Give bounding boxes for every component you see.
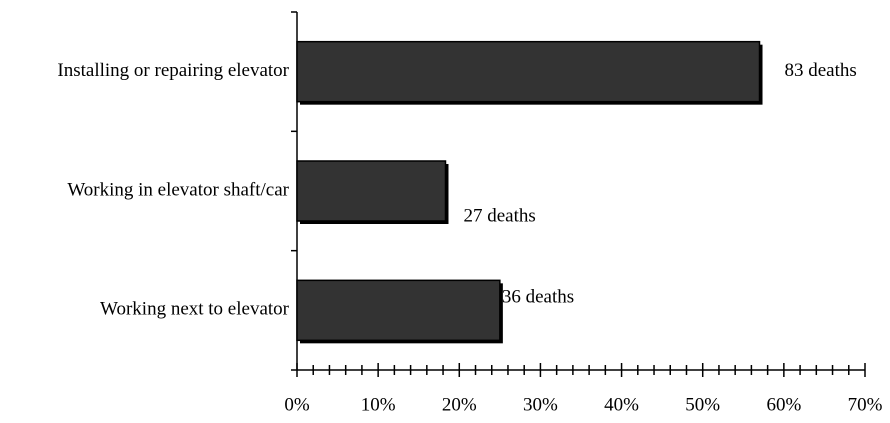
y-tick-label: Working next to elevator bbox=[100, 299, 290, 320]
x-tick-label: 10% bbox=[361, 394, 396, 415]
annotation: 83 deaths bbox=[785, 60, 857, 81]
x-tick-label: 40% bbox=[604, 394, 639, 415]
bar bbox=[296, 279, 501, 342]
bar bbox=[296, 160, 447, 222]
annotation: 36 deaths bbox=[502, 287, 574, 308]
x-tick-label: 60% bbox=[766, 394, 801, 415]
x-tick-label: 20% bbox=[442, 394, 477, 415]
x-tick-label: 0% bbox=[284, 394, 310, 415]
x-tick-label: 70% bbox=[848, 394, 883, 415]
bar bbox=[296, 40, 761, 103]
y-tick-label: Working in elevator shaft/car bbox=[67, 179, 289, 200]
x-tick-label: 50% bbox=[685, 394, 720, 415]
annotation: 27 deaths bbox=[463, 205, 535, 226]
y-tick-label: Installing or repairing elevator bbox=[57, 60, 289, 81]
x-tick-label: 30% bbox=[523, 394, 558, 415]
